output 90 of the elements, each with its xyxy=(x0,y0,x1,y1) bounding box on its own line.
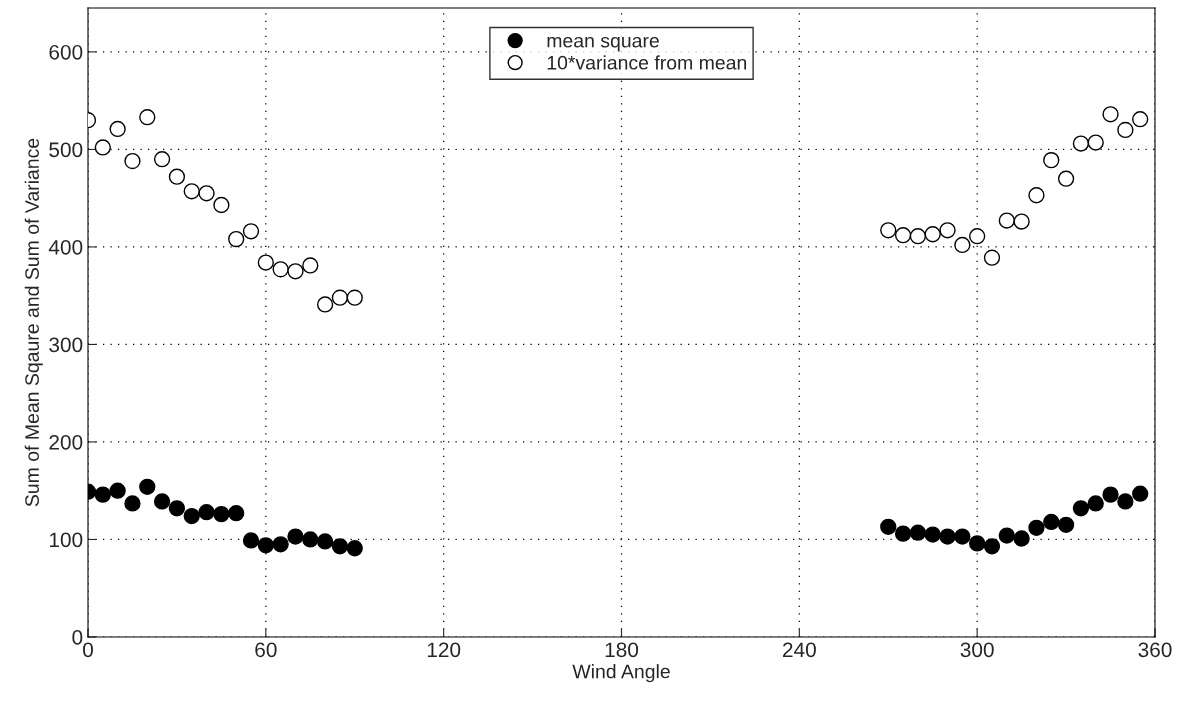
point xyxy=(183,507,200,525)
legend-label: 10*variance from mean xyxy=(547,55,747,70)
point xyxy=(983,538,1001,555)
x-tick-label: 180 xyxy=(605,642,639,658)
point xyxy=(1028,187,1045,204)
point xyxy=(924,526,941,543)
point xyxy=(331,538,349,555)
point xyxy=(1102,106,1119,123)
y-tick-label: 200 xyxy=(49,434,83,450)
point xyxy=(954,528,971,545)
point xyxy=(1057,516,1075,533)
point xyxy=(894,227,912,244)
point xyxy=(94,486,111,503)
point xyxy=(302,531,319,548)
x-tick-label: 120 xyxy=(427,642,461,658)
point xyxy=(909,524,927,541)
point xyxy=(287,528,304,545)
point xyxy=(1013,213,1030,230)
point xyxy=(257,537,274,554)
point xyxy=(183,183,200,200)
point xyxy=(287,263,304,280)
y-tick-label: 600 xyxy=(49,44,83,60)
point xyxy=(124,152,141,170)
point xyxy=(346,540,363,557)
point xyxy=(880,518,897,535)
point xyxy=(1102,486,1119,503)
point xyxy=(939,222,956,239)
point xyxy=(213,505,230,523)
point xyxy=(1028,519,1045,536)
point xyxy=(228,230,245,248)
point xyxy=(168,168,186,185)
point xyxy=(1043,513,1060,531)
point xyxy=(1087,134,1104,151)
point xyxy=(124,495,141,512)
x-tick-label: 360 xyxy=(1138,642,1172,658)
y-tick-label: 0 xyxy=(72,630,83,645)
point xyxy=(168,500,186,517)
point xyxy=(954,236,971,254)
point xyxy=(1072,500,1090,517)
point xyxy=(242,223,260,240)
point xyxy=(1132,111,1149,128)
point xyxy=(998,527,1015,544)
y-tick-label: 300 xyxy=(49,337,83,353)
point xyxy=(939,528,956,545)
x-tick-label: 60 xyxy=(255,642,277,658)
point xyxy=(109,120,126,138)
y-tick-label: 400 xyxy=(48,239,83,255)
y-tick-label: 500 xyxy=(49,142,83,158)
point xyxy=(1057,170,1075,187)
point xyxy=(242,532,260,549)
point xyxy=(257,254,274,271)
point xyxy=(1117,493,1134,510)
legend-label: mean square xyxy=(547,36,659,52)
x-tick-label: 0 xyxy=(83,642,93,658)
point xyxy=(1117,121,1134,139)
point xyxy=(998,212,1015,229)
point xyxy=(1043,151,1060,169)
point xyxy=(316,533,334,550)
point xyxy=(228,505,245,522)
point xyxy=(153,493,171,510)
point xyxy=(272,536,289,553)
point xyxy=(153,151,171,168)
point xyxy=(1013,530,1030,547)
point xyxy=(969,228,986,245)
point xyxy=(1087,495,1104,512)
y-tick-label: 100 xyxy=(49,532,83,548)
point xyxy=(909,228,927,245)
point xyxy=(109,482,126,499)
point xyxy=(139,109,156,126)
point xyxy=(272,261,289,278)
point xyxy=(302,257,319,274)
point xyxy=(198,185,215,202)
point xyxy=(139,478,156,495)
x-axis-title: Wind Angle xyxy=(572,664,670,683)
point xyxy=(1132,485,1149,502)
y-axis-title: Sum of Mean Sqaure and Sum of Variance xyxy=(24,138,43,507)
point xyxy=(213,196,230,214)
point xyxy=(316,296,334,313)
point xyxy=(198,504,215,521)
point xyxy=(331,289,349,306)
point xyxy=(880,222,897,239)
x-tick-label: 300 xyxy=(960,642,994,658)
point xyxy=(983,249,1001,266)
x-tick-label: 240 xyxy=(783,642,816,658)
point xyxy=(924,226,941,243)
point xyxy=(969,535,986,552)
point xyxy=(94,139,111,156)
point xyxy=(346,289,363,306)
point xyxy=(1072,135,1090,152)
point xyxy=(894,525,912,542)
